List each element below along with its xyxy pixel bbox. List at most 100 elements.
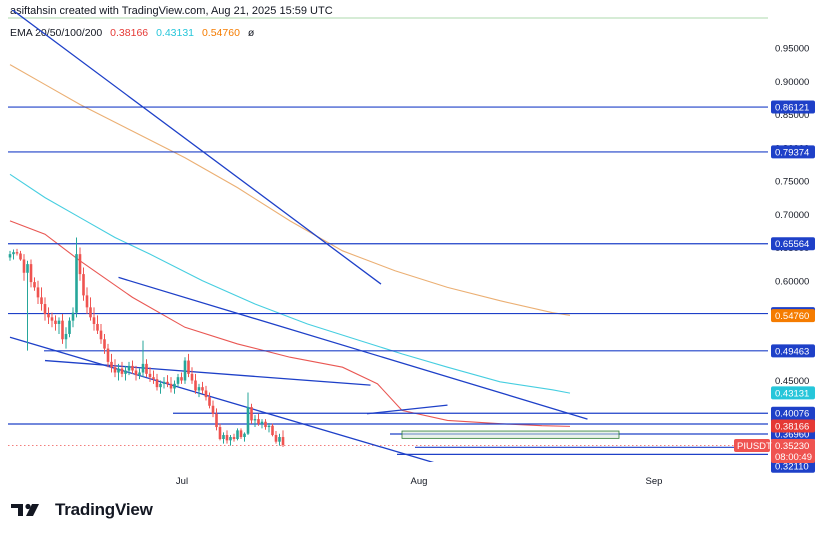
candle [155,373,159,391]
candle [267,423,271,433]
candle [68,317,71,338]
tag-label: 0.79374 [775,147,809,158]
candle [253,415,257,428]
ema20-value: 0.38166 [110,27,149,39]
trendline[interactable] [118,276,588,420]
tradingview-logo-icon [11,503,39,516]
candle-body [75,254,78,313]
trendline[interactable] [366,404,448,415]
candle [75,237,78,318]
candle [246,392,250,436]
tag-label: 0.43131 [775,388,809,399]
price-tick-label: 0.85000 [775,110,809,121]
candle [15,248,19,256]
tag-bg [771,406,815,420]
trendline[interactable] [9,336,476,475]
trendline[interactable] [10,8,382,285]
ema20-tag[interactable]: 0.38166 [771,419,815,433]
candle [43,297,47,321]
candle-body [134,370,138,376]
tag-label: 0.49463 [775,346,809,357]
tag-bg [771,386,815,400]
ema20-line [9,220,571,427]
candle [190,367,194,384]
ema-legend[interactable]: EMA 20/50/100/200 0.38166 0.43131 0.5476… [10,27,259,39]
candle-body [103,339,106,349]
ema100-tag[interactable]: 0.54760 [771,309,815,323]
candle-body [36,287,40,298]
candle-body [33,282,36,288]
symbol-tag-label: PIUSDT [737,441,772,452]
tag-label: 0.38166 [775,421,809,432]
last-price-label: 0.35230 [775,441,809,452]
candle-body [267,425,271,428]
candle [117,363,120,381]
time-tick-label: Sep [646,476,663,487]
candle [152,370,155,384]
candle-body [166,381,169,384]
candle [225,430,229,444]
level-tag[interactable]: 0.49463 [771,344,815,358]
consolidation-zone [401,430,620,439]
tradingview-footer[interactable]: TradingView [10,500,153,520]
countdown-label: 08:00:49 [775,452,812,463]
price-tick-label: 0.90000 [775,77,809,88]
candle-body [218,427,222,440]
level-tag[interactable]: 0.79374 [771,145,815,159]
time-axis: Jul Aug Sep [176,476,663,487]
candle [141,340,145,378]
candle-body [68,320,71,334]
candle [169,377,173,393]
candle-body [239,430,243,438]
chart-byline: asiftahsin created with TradingView.com,… [10,5,333,17]
candle [194,373,197,394]
candle-body [246,407,250,434]
candle [271,423,274,437]
candle [40,287,43,311]
trendline[interactable] [44,359,371,386]
level-tag[interactable]: 0.65564 [771,237,815,251]
candle-body [106,348,110,362]
candle [236,428,239,441]
candle-body [183,360,187,381]
ema50-tag[interactable]: 0.43131 [771,386,815,400]
symbol-tag: PIUSDT [734,438,772,452]
ema50-value: 0.43131 [156,27,195,39]
candle-body [152,377,155,380]
candle-body [50,317,54,321]
candle-body [274,435,278,442]
ema50-line [9,173,571,394]
candle-body [64,333,68,340]
candle-body [225,435,229,441]
candle-body [110,361,113,368]
candle-body [26,264,29,273]
tag-label: 0.65564 [775,239,809,250]
trendlines [9,8,588,475]
candle-body [54,320,57,324]
price-tick-label: 0.95000 [775,44,809,55]
horizontal-levels [8,106,768,455]
candle [162,377,166,389]
ema200-value: ø [247,27,255,39]
candle-body [92,317,96,324]
tradingview-brand: TradingView [55,500,153,519]
candle-body [96,323,99,331]
tag-label: 0.86121 [775,103,809,114]
candle-body [271,425,274,436]
tag-bg [771,100,815,114]
price-tick-label: 0.70000 [775,210,809,221]
candle [239,428,243,440]
candle-body [148,373,152,378]
last-price-bg [771,438,815,463]
candle-body [197,387,201,391]
candle [113,359,117,378]
candle [12,249,15,260]
level-tag[interactable]: 0.86121 [771,100,815,114]
candle [26,260,29,351]
candle-body [194,380,197,391]
level-tag[interactable]: 0.40076 [771,406,815,420]
candle-body [162,381,166,384]
candle-body [99,330,103,340]
candle [208,392,211,409]
